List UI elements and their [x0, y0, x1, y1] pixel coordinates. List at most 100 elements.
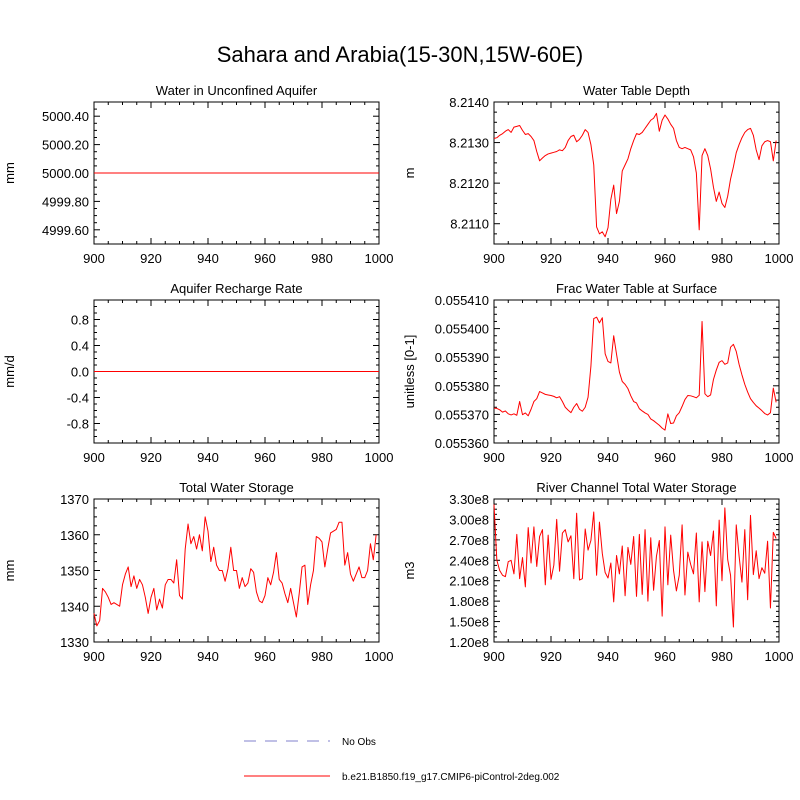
panel-6-ytick-label: 2.70e8	[449, 533, 489, 548]
panel-4-ytick-label: 0.055370	[435, 407, 489, 422]
panel-1-xtick-label: 920	[140, 251, 162, 266]
panel-2-xtick-label: 940	[597, 251, 619, 266]
panel-3-ytick-label: 0.4	[71, 339, 89, 354]
panel-1-xtick-label: 1000	[365, 251, 394, 266]
panel-6-frame	[493, 498, 780, 643]
panel-6-xtick-label: 900	[483, 649, 505, 664]
panels-group: Water in Unconfined Aquifer mm 900 920 940 96…	[2, 83, 793, 664]
legend-model-label: b.e21.B1850.f19_g17.CMIP6-piControl-2deg…	[342, 772, 560, 783]
panel-2-xtick-label: 920	[540, 251, 562, 266]
panel-1-ytick-label: 4999.80	[42, 194, 89, 209]
panel-6-ytick-label: 1.80e8	[449, 594, 489, 609]
panel-2-series-line	[493, 112, 777, 238]
panel-6-ytick-label: 1.20e8	[449, 635, 489, 650]
panel-2-title: Water Table Depth	[583, 83, 690, 98]
panel-2-ytick-label: 8.2140	[449, 95, 489, 110]
panel-1-ytick-label: 5000.00	[42, 166, 89, 181]
panel-4-ylabel: unitless [0-1]	[402, 335, 417, 409]
panel-4-frame	[493, 299, 780, 444]
legend: No Obs b.e21.B1850.f19_g17.CMIP6-piContr…	[244, 737, 560, 783]
panel-6-xtick-label: 1000	[765, 649, 794, 664]
panel-1-ytick-label: 5000.40	[42, 109, 89, 124]
panel-2-ytick-label: 8.2110	[450, 217, 489, 232]
panel-6-ytick-label: 3.30e8	[449, 492, 489, 507]
panel-5-ytick-label: 1340	[60, 599, 89, 614]
panel-3-xtick-label: 980	[311, 450, 333, 465]
panel-4-ytick-label: 0.055400	[435, 322, 489, 337]
panel-4-ytick-label: 0.055360	[435, 436, 489, 451]
figure-title: Sahara and Arabia(15-30N,15W-60E)	[217, 42, 583, 67]
panel-5-ytick-label: 1330	[60, 635, 89, 650]
panel-6-ylabel: m3	[402, 561, 417, 579]
panel-1-xtick-label: 980	[311, 251, 333, 266]
panel-5-xtick-label: 920	[140, 649, 162, 664]
panel-6-title: River Channel Total Water Storage	[536, 480, 736, 495]
panel-5-xtick-label: 960	[254, 649, 276, 664]
panel-3-xtick-label: 900	[83, 450, 105, 465]
panel-2-xtick-label: 980	[711, 251, 733, 266]
panel-5-ytick-label: 1360	[60, 528, 89, 543]
panel-3-xtick-label: 960	[254, 450, 276, 465]
panel-5-xtick-label: 900	[83, 649, 105, 664]
panel-5: Total Water Storage mm 900 920 940 960 980 1000…	[2, 480, 393, 664]
panel-3-ytick-label: -0.4	[67, 391, 89, 406]
panel-6-ytick-label: 3.00e8	[449, 512, 489, 527]
panel-1-ytick-label: 5000.20	[42, 138, 89, 153]
panel-4-xtick-label: 900	[483, 450, 505, 465]
panel-4-xtick-label: 980	[711, 450, 733, 465]
panel-2-ytick-label: 8.2130	[449, 136, 489, 151]
panel-6-xtick-label: 920	[540, 649, 562, 664]
panel-1-ytick-label: 4999.60	[42, 223, 89, 238]
panel-4-series-line	[493, 316, 777, 431]
panel-5-xtick-label: 980	[311, 649, 333, 664]
panel-3-xtick-label: 920	[140, 450, 162, 465]
panel-2: Water Table Depth m 900 920 940 960 980 1000 8.2…	[402, 83, 793, 266]
panel-1-xtick-label: 900	[83, 251, 105, 266]
panel-6: River Channel Total Water Storage m3 900 92…	[402, 480, 793, 664]
panel-4-xtick-label: 920	[540, 450, 562, 465]
panel-1-title: Water in Unconfined Aquifer	[156, 83, 318, 98]
panel-6-xtick-label: 940	[597, 649, 619, 664]
panel-2-ytick-label: 8.2120	[449, 176, 489, 191]
panel-4-xtick-label: 960	[654, 450, 676, 465]
legend-no-obs-label: No Obs	[342, 737, 376, 748]
panel-5-title: Total Water Storage	[179, 480, 293, 495]
panel-5-ytick-label: 1370	[60, 492, 89, 507]
panel-3-ylabel: mm/d	[2, 355, 17, 388]
panel-6-xtick-label: 960	[654, 649, 676, 664]
panel-3-ytick-label: 0.8	[71, 313, 89, 328]
panel-3-xtick-label: 940	[197, 450, 219, 465]
panel-4-title: Frac Water Table at Surface	[556, 281, 717, 296]
panel-1-ylabel: mm	[2, 162, 17, 184]
panel-4: Frac Water Table at Surface unitless [0-1…	[402, 281, 793, 465]
panel-4-xtick-label: 940	[597, 450, 619, 465]
panel-1-xtick-label: 940	[197, 251, 219, 266]
panel-6-series-line	[493, 504, 777, 628]
panel-4-ytick-label: 0.055410	[435, 293, 489, 308]
panel-6-ytick-label: 2.10e8	[449, 574, 489, 589]
panel-3-title: Aquifer Recharge Rate	[170, 281, 302, 296]
panel-4-ytick-label: 0.055380	[435, 379, 489, 394]
panel-6-xtick-label: 980	[711, 649, 733, 664]
panel-2-xtick-label: 960	[654, 251, 676, 266]
panel-2-ylabel: m	[402, 168, 417, 179]
panel-2-xtick-label: 900	[483, 251, 505, 266]
panel-3-ytick-label: 0.0	[71, 365, 89, 380]
panel-6-ytick-label: 2.40e8	[449, 553, 489, 568]
panel-5-xtick-label: 1000	[365, 649, 394, 664]
panel-4-xtick-label: 1000	[765, 450, 794, 465]
panel-1: Water in Unconfined Aquifer mm 900 920 940 96…	[2, 83, 393, 266]
panel-4-ytick-label: 0.055390	[435, 350, 489, 365]
panel-5-ylabel: mm	[2, 560, 17, 582]
panel-5-series-line	[93, 516, 377, 627]
panel-3: Aquifer Recharge Rate mm/d 900 920 940 960 980…	[2, 281, 393, 465]
panel-5-ytick-label: 1350	[60, 564, 89, 579]
panel-2-frame	[493, 101, 780, 245]
panel-6-ytick-label: 1.50e8	[449, 615, 489, 630]
panel-2-xtick-label: 1000	[765, 251, 794, 266]
panel-1-xtick-label: 960	[254, 251, 276, 266]
panel-3-ytick-label: -0.8	[67, 417, 89, 432]
panel-5-xtick-label: 940	[197, 649, 219, 664]
panel-3-xtick-label: 1000	[365, 450, 394, 465]
